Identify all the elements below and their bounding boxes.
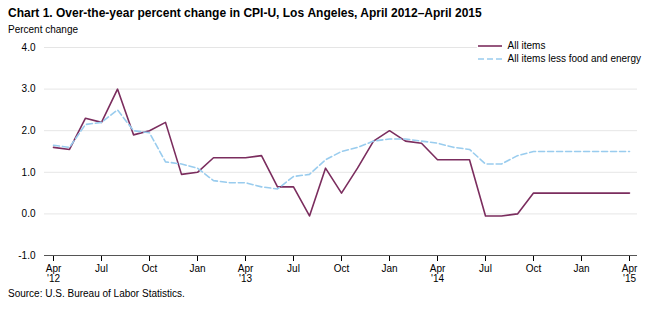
svg-text:Oct: Oct xyxy=(334,263,350,274)
svg-text:Oct: Oct xyxy=(142,263,158,274)
svg-text:Jan: Jan xyxy=(573,263,589,274)
svg-text:Jan: Jan xyxy=(381,263,397,274)
html-text:All items: All items xyxy=(507,40,546,51)
svg-text:0.0: 0.0 xyxy=(22,208,36,219)
svg-text:Apr'14: Apr'14 xyxy=(430,263,446,284)
svg-text:Jan: Jan xyxy=(189,263,205,274)
svg-text:Jul: Jul xyxy=(287,263,300,274)
html-text:Percent change: Percent change xyxy=(8,24,79,35)
svg-text:Apr'12: Apr'12 xyxy=(46,263,62,284)
html-text:All items less food and energy: All items less food and energy xyxy=(507,53,641,64)
svg-text:Jul: Jul xyxy=(95,263,108,274)
svg-text:Apr'15: Apr'15 xyxy=(622,263,638,284)
html-text:Chart 1. Over-the-year percent: Chart 1. Over-the-year percent change in… xyxy=(8,6,482,20)
svg-text:Jul: Jul xyxy=(479,263,492,274)
svg-text:-1.0: -1.0 xyxy=(18,250,36,261)
svg-text:Apr'13: Apr'13 xyxy=(238,263,254,284)
svg-text:Oct: Oct xyxy=(526,263,542,274)
svg-text:1.0: 1.0 xyxy=(22,167,36,178)
svg-text:2.0: 2.0 xyxy=(22,125,36,136)
svg-text:3.0: 3.0 xyxy=(22,83,36,94)
svg-text:4.0: 4.0 xyxy=(22,42,36,53)
html-text:Source: U.S. Bureau of Labor S: Source: U.S. Bureau of Labor Statistics. xyxy=(8,288,185,299)
